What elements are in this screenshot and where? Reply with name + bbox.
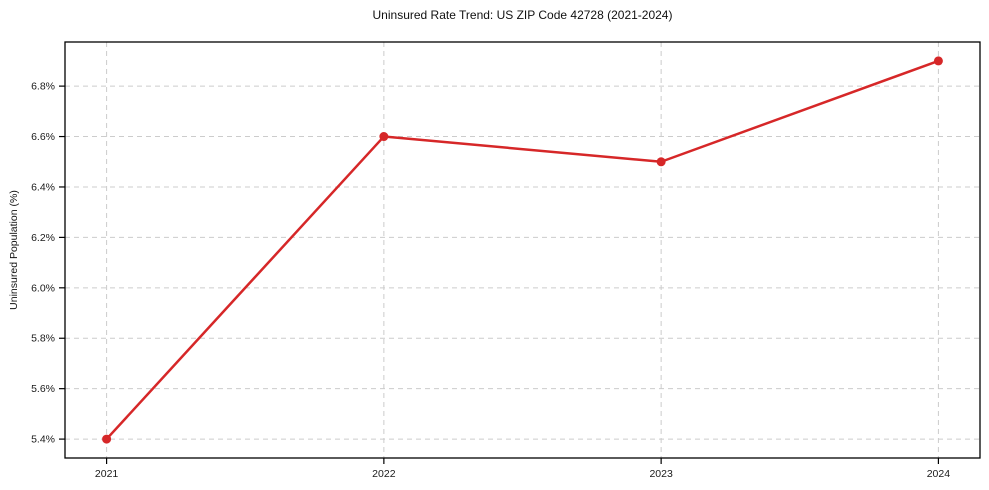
y-tick-label: 6.2% [31,232,55,244]
chart-title: Uninsured Rate Trend: US ZIP Code 42728 … [372,8,673,22]
x-tick-label: 2022 [372,468,396,480]
y-tick-label: 5.6% [31,383,55,395]
data-point [933,56,943,66]
trend-line [105,59,940,441]
y-tick-label: 6.8% [31,81,55,93]
y-tick-label: 5.8% [31,333,55,345]
plot-frame [64,41,981,459]
y-tick-label: 6.0% [31,282,55,294]
y-tick-label: 5.4% [31,434,55,446]
y-tick-label: 6.4% [31,181,55,193]
x-tick-label: 2024 [927,468,951,480]
data-point [102,434,112,444]
data-point [656,157,666,167]
y-tick-label: 6.6% [31,131,55,143]
data-point [379,132,389,142]
x-tick-label: 2021 [95,468,119,480]
x-tick-label: 2023 [649,468,673,480]
